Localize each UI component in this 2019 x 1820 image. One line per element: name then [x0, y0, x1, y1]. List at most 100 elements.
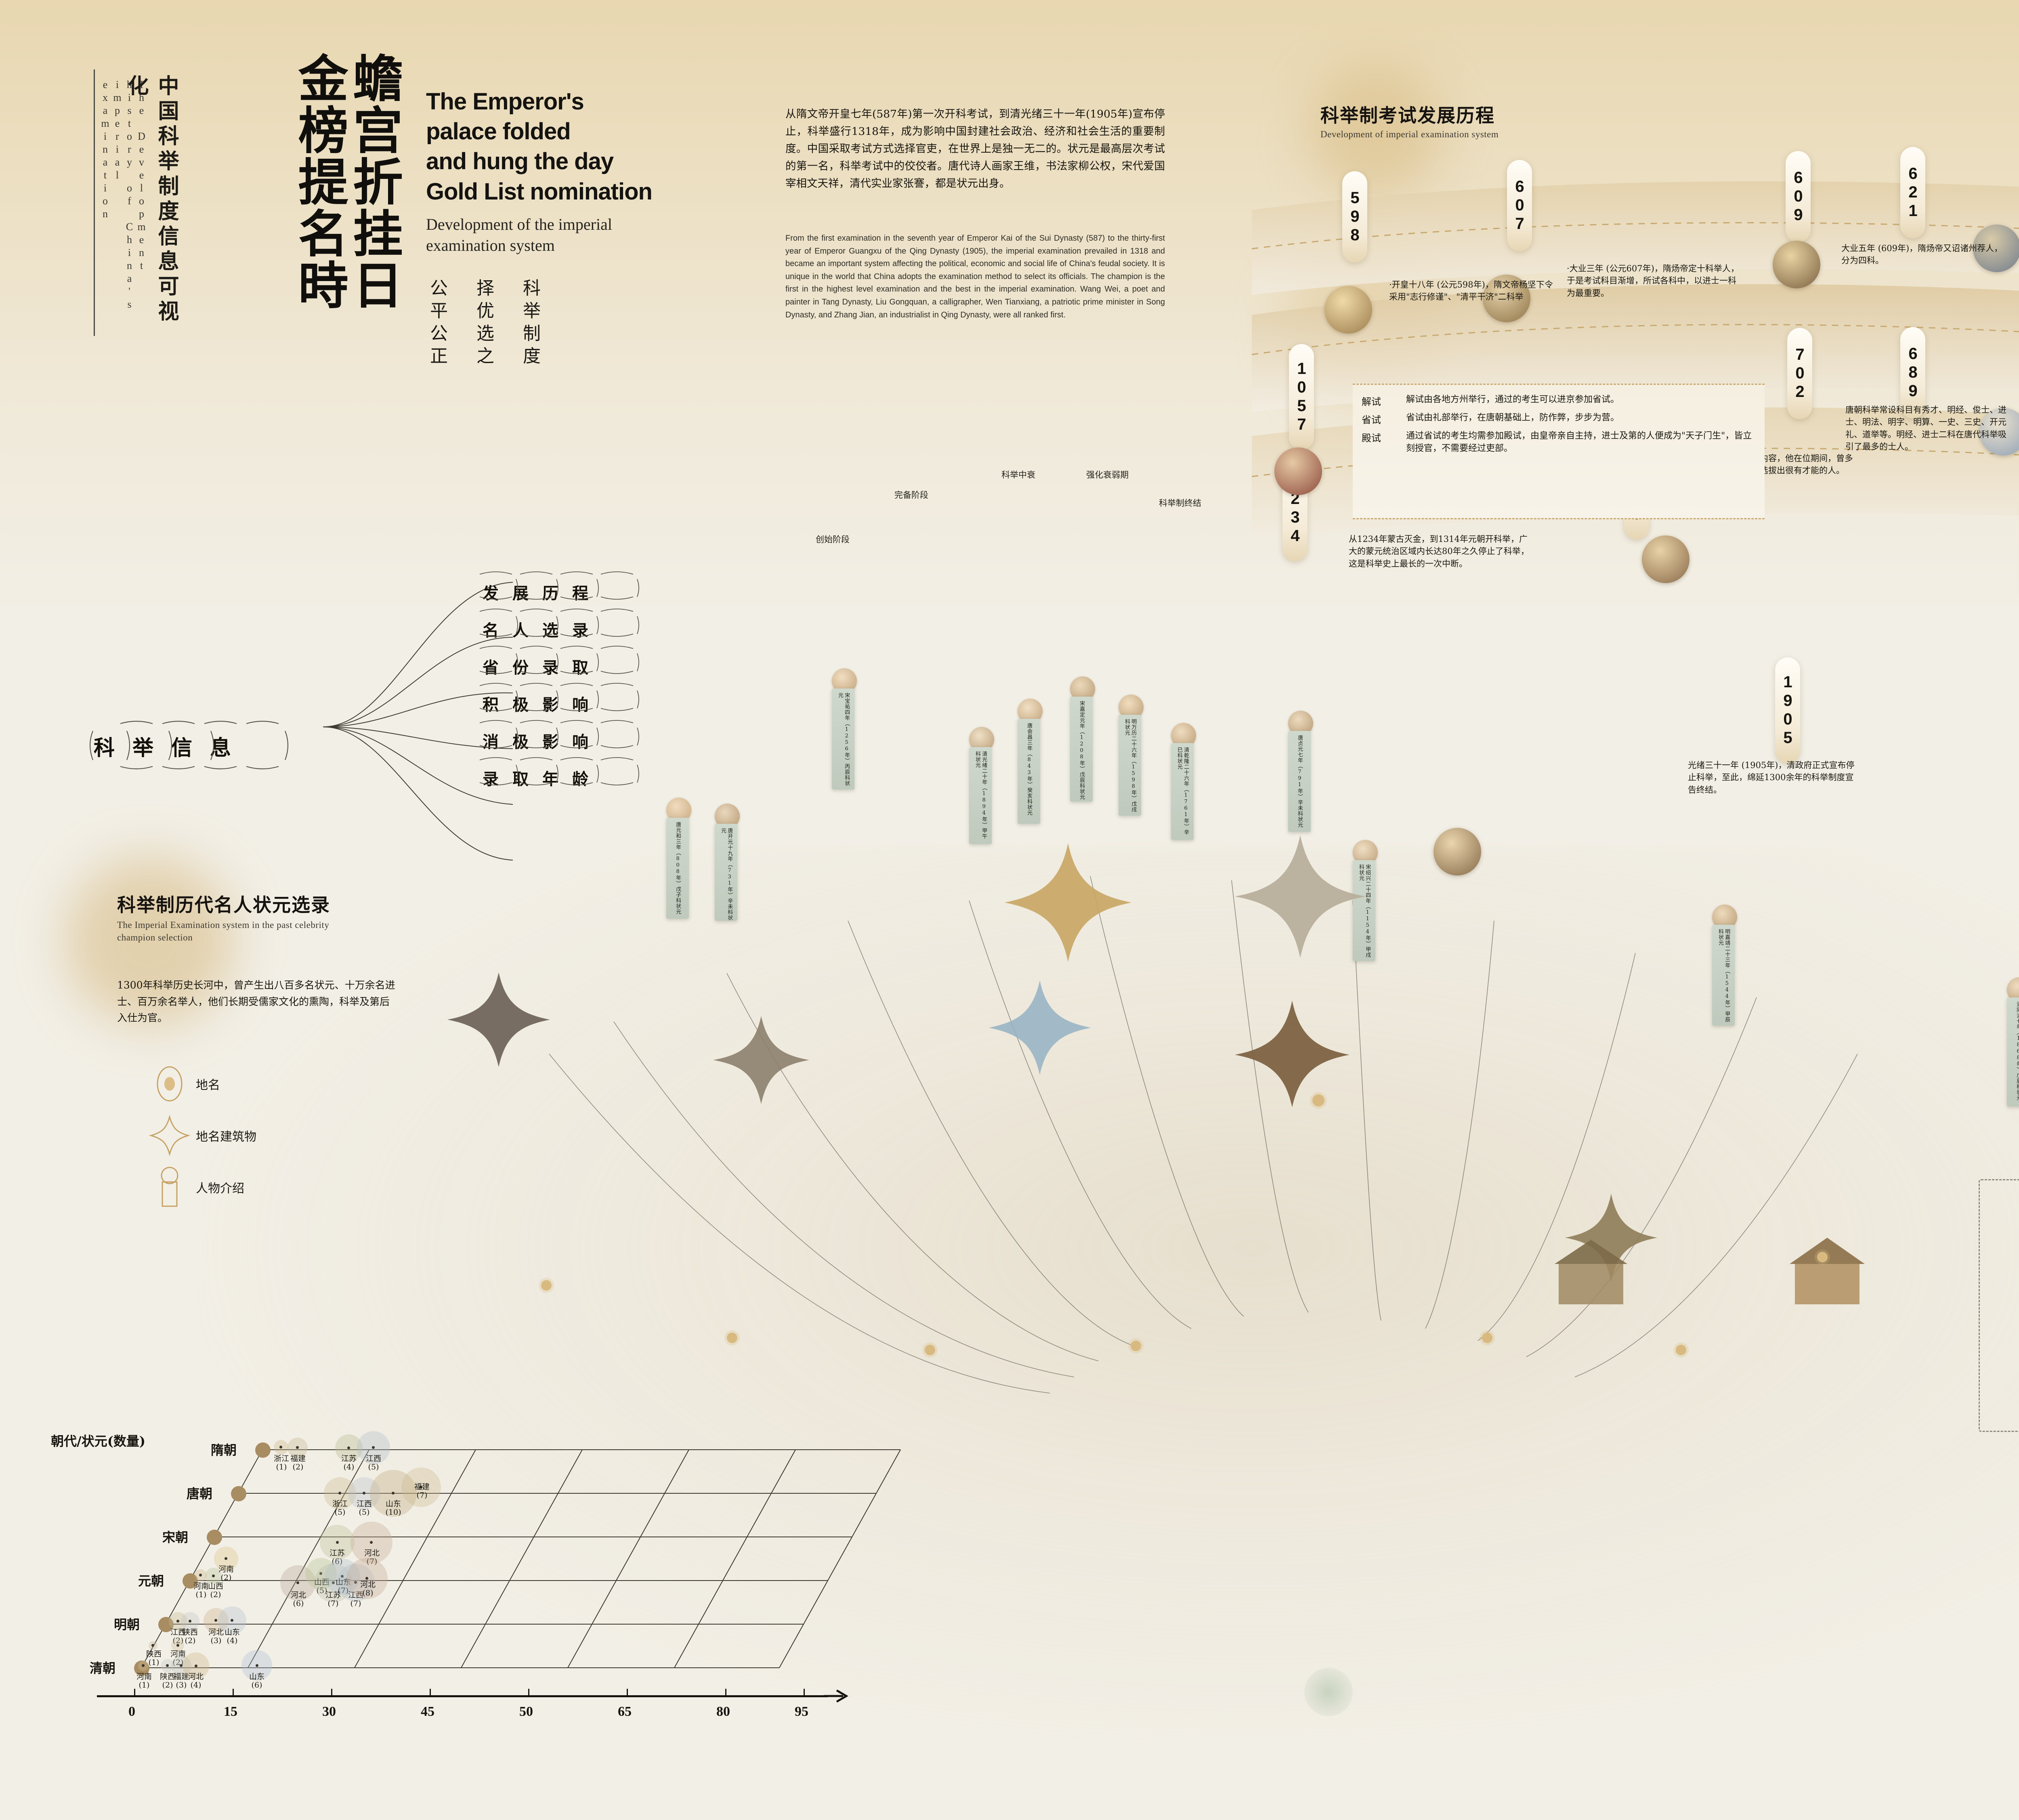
- poster-side-label-cn: 中国科举制度信息可视化: [124, 75, 179, 325]
- timeline-year-607[interactable]: 607: [1507, 160, 1532, 251]
- map-dot-6: [1676, 1345, 1686, 1355]
- bubble-center-tang-3: [420, 1486, 422, 1488]
- bubble-label-tang-3: 福建 (7): [414, 1482, 430, 1500]
- dyn-tick-label-7: 95: [795, 1704, 808, 1719]
- timeline-year-598[interactable]: 598: [1342, 171, 1367, 262]
- dyn-tick-label-4: 50: [519, 1704, 533, 1719]
- map-dot-0: [541, 1280, 552, 1291]
- pin-card-8[interactable]: 唐贞元七年（791年）辛未科状元: [1288, 731, 1311, 832]
- dynasty-label-sui: 隋朝: [211, 1442, 237, 1458]
- landmark-building-4: [1001, 840, 1135, 965]
- dynasty-province-chart: 朝代/状元(数量) 隋朝 唐朝 宋朝 元朝 明朝 清朝 浙江 (1) 福: [36, 1425, 925, 1744]
- timeline-note-609: 大业五年 (609年)，隋炀帝又诏诸州荐人，分为四科。: [1841, 244, 2003, 266]
- bubble-center-yuan-5: [332, 1581, 335, 1584]
- timeline-section-heading: 科举制考试发展历程 Development of imperial examin…: [1320, 101, 1499, 140]
- pin-card-label-7: 清乾隆二十六年（1761年）辛巳科状元: [1176, 747, 1189, 835]
- poster-title-en: The Emperor's palace folded and hung the…: [426, 87, 781, 207]
- bubble-label-yuan-2: 河南 (2): [218, 1565, 234, 1583]
- pin-card-0[interactable]: 唐元和三年（808年）戊子科状元: [666, 818, 689, 919]
- timeline-portrait-1370: [1433, 828, 1481, 875]
- pin-card-label-3: 清光绪二十年（1894年）甲午科状元: [974, 751, 987, 839]
- dyn-tick-5: [627, 1689, 628, 1695]
- bubble-center-ming-3: [231, 1619, 233, 1622]
- pin-card-3[interactable]: 清光绪二十年（1894年）甲午科状元: [969, 747, 992, 844]
- map-dot-2: [925, 1345, 935, 1355]
- pin-card-label-9: 宋绍兴二十四年（1154年）甲戌科状元: [1358, 864, 1371, 958]
- dynasty-node-song: [207, 1530, 222, 1545]
- timeline-year-621[interactable]: 621: [1900, 147, 1925, 238]
- info-item-2[interactable]: 省份录取: [483, 658, 602, 677]
- card-1057-row-label-1: 省试: [1362, 414, 1381, 426]
- pin-card-7[interactable]: 清乾隆二十六年（1761年）辛巳科状元: [1171, 743, 1194, 840]
- timeline-year-702[interactable]: 702: [1787, 328, 1812, 419]
- map-dot-4: [1312, 1094, 1324, 1106]
- card-1057-row-label-0: 解试: [1362, 396, 1381, 407]
- pin-card-10[interactable]: 明嘉靖二十三年（1544年）甲辰科状元: [1712, 925, 1735, 1026]
- celebrity-section-body: 1300年科举历史长河中，曾产生出八百多名状元、十万余名进士、百万余名举人，他们…: [117, 979, 395, 1024]
- bubble-center-sui-0: [279, 1446, 282, 1448]
- landmark-building-8: [1551, 1232, 1631, 1312]
- bubble-center-ming-1: [189, 1620, 191, 1623]
- info-item-brackets: [479, 571, 639, 785]
- pin-card-4[interactable]: 唐会昌三年（843年）癸亥科状元: [1018, 719, 1040, 824]
- poster-subtitle-en: Development of the imperial examination …: [426, 215, 612, 254]
- dyn-tick-3: [430, 1689, 431, 1695]
- timeline-portrait-607: [1483, 275, 1530, 322]
- pin-card-label-5: 宋嘉定元年（1208年）戊辰科状元: [1079, 701, 1085, 800]
- info-item-3[interactable]: 积极影响: [483, 695, 602, 714]
- landmark-building-1: [444, 969, 553, 1070]
- bubble-center-tang-1: [363, 1492, 365, 1495]
- bubble-center-qing-5: [195, 1665, 197, 1667]
- title-en-line-4: Gold List nomination: [426, 178, 653, 205]
- celebrity-title-en: The Imperial Examination system in the p…: [117, 920, 330, 943]
- info-item-5[interactable]: 录取年龄: [483, 770, 602, 789]
- pin-card-1[interactable]: 唐开元十九年（731年）辛未科状元: [715, 824, 737, 921]
- timeline-year-1057[interactable]: 1057: [1289, 344, 1314, 450]
- pin-card-5[interactable]: 宋嘉定元年（1208年）戊辰科状元: [1070, 697, 1093, 802]
- pin-card-11[interactable]: 清同治七年（1868年）戊辰科状元: [2007, 997, 2019, 1106]
- bubble-label-sui-0: 浙江 (1): [273, 1454, 289, 1472]
- bubble-label-yuan-1: 山西 (2): [208, 1582, 223, 1600]
- bubble-label-qing-5: 河北 (4): [188, 1672, 204, 1690]
- timeline-title-cn: 科举制考试发展历程: [1320, 105, 1495, 126]
- timeline-portrait-609: [1773, 241, 1820, 288]
- info-item-1[interactable]: 名人选录: [483, 621, 602, 640]
- dyn-tick-label-0: 0: [128, 1704, 135, 1719]
- dynasty-chart-grid: [141, 1449, 901, 1668]
- bubble-label-ming-3: 山东 (4): [224, 1628, 240, 1646]
- map-dot-1: [727, 1333, 737, 1343]
- pin-card-6[interactable]: 明万历二十六年（1598年）戊戌科状元: [1119, 715, 1141, 816]
- pin-card-label-11: 清同治七年（1868年）戊辰科状元: [2015, 1001, 2019, 1101]
- bubble-label-ming-1: 陕西 (2): [182, 1628, 198, 1646]
- dyn-tick-4: [528, 1689, 529, 1695]
- bubble-label-sui-1: 福建 (2): [290, 1454, 306, 1472]
- diamond-icon: [143, 1115, 196, 1157]
- dynasty-node-ming: [158, 1617, 174, 1632]
- info-item-4[interactable]: 消极影响: [483, 733, 602, 752]
- info-item-0[interactable]: 发展历程: [483, 584, 602, 603]
- timeline-year-1905[interactable]: 1905: [1775, 657, 1800, 763]
- landmark-building-6: [1232, 997, 1353, 1110]
- pin-card-label-1: 唐开元十九年（731年）辛未科状元: [720, 828, 733, 921]
- bubble-center-qing-6: [256, 1664, 258, 1667]
- dyn-tick-2: [331, 1689, 332, 1695]
- landmark-building-3: [985, 977, 1094, 1078]
- bubble-label-ming-0: 江西 (2): [170, 1628, 186, 1646]
- dynasty-chart-axis: [97, 1695, 828, 1697]
- bubble-center-yuan-2: [225, 1557, 227, 1560]
- info-tree-hub-label: 科举信息: [94, 736, 249, 760]
- timeline-year-689[interactable]: 689: [1900, 327, 1925, 418]
- bubble-center-yuan-0: [199, 1574, 202, 1576]
- pin-card-label-4: 唐会昌三年（843年）癸亥科状元: [1026, 723, 1033, 816]
- intro-paragraph-cn: 从隋文帝开皇七年(587年)第一次开科考试，到清光绪三十一年(1905年)宣布停…: [785, 108, 1165, 190]
- timeline-year-609[interactable]: 609: [1786, 151, 1811, 242]
- place-dot-icon: [143, 1064, 196, 1103]
- pin-card-9[interactable]: 宋绍兴二十四年（1154年）甲戌科状元: [1353, 860, 1375, 961]
- brush-title-col-2: 金榜提名時: [289, 52, 348, 311]
- dyn-tick-label-3: 45: [421, 1704, 434, 1719]
- pin-card-2[interactable]: 宋宝祐四年（1256年）丙辰科状元: [832, 689, 854, 789]
- pin-card-label-8: 唐贞元七年（791年）辛未科状元: [1297, 735, 1303, 828]
- poster-side-label-en: The Development history of China's imper…: [99, 79, 147, 311]
- bubble-label-tang-0: 浙江 (5): [332, 1499, 348, 1517]
- dyn-tick-0: [134, 1689, 135, 1695]
